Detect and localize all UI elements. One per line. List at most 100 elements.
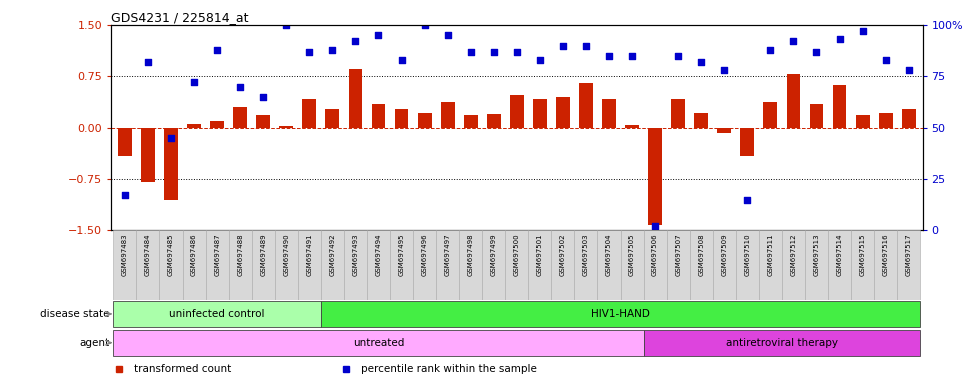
- FancyBboxPatch shape: [321, 301, 921, 327]
- Text: GSM697490: GSM697490: [283, 234, 289, 276]
- FancyBboxPatch shape: [620, 230, 643, 300]
- Point: [694, 59, 709, 65]
- Point: [163, 135, 179, 141]
- Bar: [464, 115, 477, 127]
- Bar: [233, 107, 247, 127]
- Bar: [556, 97, 570, 127]
- Text: GSM697496: GSM697496: [421, 234, 428, 276]
- FancyBboxPatch shape: [252, 230, 274, 300]
- Text: GSM697485: GSM697485: [168, 234, 174, 276]
- FancyBboxPatch shape: [113, 230, 136, 300]
- Text: GSM697491: GSM697491: [306, 234, 312, 276]
- Text: GSM697502: GSM697502: [560, 234, 566, 276]
- FancyBboxPatch shape: [113, 330, 643, 356]
- FancyBboxPatch shape: [851, 230, 874, 300]
- Text: GSM697503: GSM697503: [582, 234, 589, 276]
- FancyBboxPatch shape: [206, 230, 229, 300]
- Text: transformed count: transformed count: [134, 364, 231, 374]
- FancyBboxPatch shape: [321, 230, 344, 300]
- Bar: [763, 102, 778, 127]
- Point: [740, 197, 755, 203]
- Point: [233, 84, 248, 90]
- Text: GSM697483: GSM697483: [122, 234, 128, 276]
- Bar: [118, 127, 131, 156]
- FancyBboxPatch shape: [667, 230, 690, 300]
- Point: [855, 28, 870, 34]
- Bar: [879, 113, 893, 127]
- Point: [394, 57, 410, 63]
- FancyBboxPatch shape: [781, 230, 805, 300]
- FancyBboxPatch shape: [643, 230, 667, 300]
- Point: [878, 57, 894, 63]
- Bar: [671, 99, 685, 127]
- Bar: [648, 127, 662, 225]
- Bar: [372, 104, 385, 127]
- Bar: [740, 127, 754, 156]
- Point: [440, 32, 455, 38]
- FancyBboxPatch shape: [759, 230, 781, 300]
- Bar: [349, 69, 362, 127]
- Bar: [187, 124, 201, 127]
- Text: GSM697510: GSM697510: [745, 234, 751, 276]
- Text: GSM697513: GSM697513: [813, 234, 819, 276]
- Bar: [625, 125, 639, 127]
- FancyBboxPatch shape: [113, 301, 321, 327]
- FancyBboxPatch shape: [298, 230, 321, 300]
- Text: GDS4231 / 225814_at: GDS4231 / 225814_at: [111, 11, 248, 24]
- Bar: [902, 109, 916, 127]
- Bar: [856, 115, 869, 127]
- Point: [325, 46, 340, 53]
- Text: GSM697509: GSM697509: [722, 234, 727, 276]
- FancyBboxPatch shape: [598, 230, 620, 300]
- Text: untreated: untreated: [353, 338, 404, 348]
- Bar: [164, 127, 178, 200]
- FancyBboxPatch shape: [367, 230, 390, 300]
- Text: disease state: disease state: [41, 309, 110, 319]
- Point: [717, 67, 732, 73]
- FancyBboxPatch shape: [736, 230, 759, 300]
- Point: [762, 46, 778, 53]
- Bar: [510, 95, 524, 127]
- FancyBboxPatch shape: [344, 230, 367, 300]
- Bar: [256, 115, 270, 127]
- FancyBboxPatch shape: [575, 230, 598, 300]
- Bar: [141, 127, 155, 182]
- Point: [601, 53, 616, 59]
- Text: GSM697498: GSM697498: [468, 234, 473, 276]
- Text: GSM697508: GSM697508: [698, 234, 704, 276]
- Text: GSM697512: GSM697512: [790, 234, 796, 276]
- Point: [255, 94, 270, 100]
- Point: [186, 79, 202, 86]
- Bar: [786, 74, 801, 127]
- Text: GSM697497: GSM697497: [444, 234, 451, 276]
- Point: [532, 57, 548, 63]
- Text: GSM697511: GSM697511: [767, 234, 774, 276]
- FancyBboxPatch shape: [436, 230, 459, 300]
- Point: [785, 38, 801, 45]
- Point: [417, 22, 433, 28]
- Bar: [695, 113, 708, 127]
- Point: [901, 67, 917, 73]
- Point: [348, 38, 363, 45]
- Text: GSM697517: GSM697517: [906, 234, 912, 276]
- FancyBboxPatch shape: [643, 330, 921, 356]
- Bar: [279, 126, 294, 127]
- Text: GSM697505: GSM697505: [629, 234, 635, 276]
- Bar: [211, 121, 224, 127]
- Text: GSM697514: GSM697514: [837, 234, 842, 276]
- Text: GSM697486: GSM697486: [191, 234, 197, 276]
- Text: GSM697488: GSM697488: [238, 234, 243, 276]
- Text: GSM697515: GSM697515: [860, 234, 866, 276]
- Text: uninfected control: uninfected control: [169, 309, 265, 319]
- Point: [301, 49, 317, 55]
- Text: GSM697506: GSM697506: [652, 234, 658, 276]
- Point: [509, 49, 525, 55]
- Text: GSM697487: GSM697487: [214, 234, 220, 276]
- Text: GSM697500: GSM697500: [514, 234, 520, 276]
- Point: [647, 223, 663, 229]
- Text: GSM697507: GSM697507: [675, 234, 681, 276]
- Point: [210, 46, 225, 53]
- Bar: [718, 127, 731, 133]
- FancyBboxPatch shape: [413, 230, 436, 300]
- Point: [371, 32, 386, 38]
